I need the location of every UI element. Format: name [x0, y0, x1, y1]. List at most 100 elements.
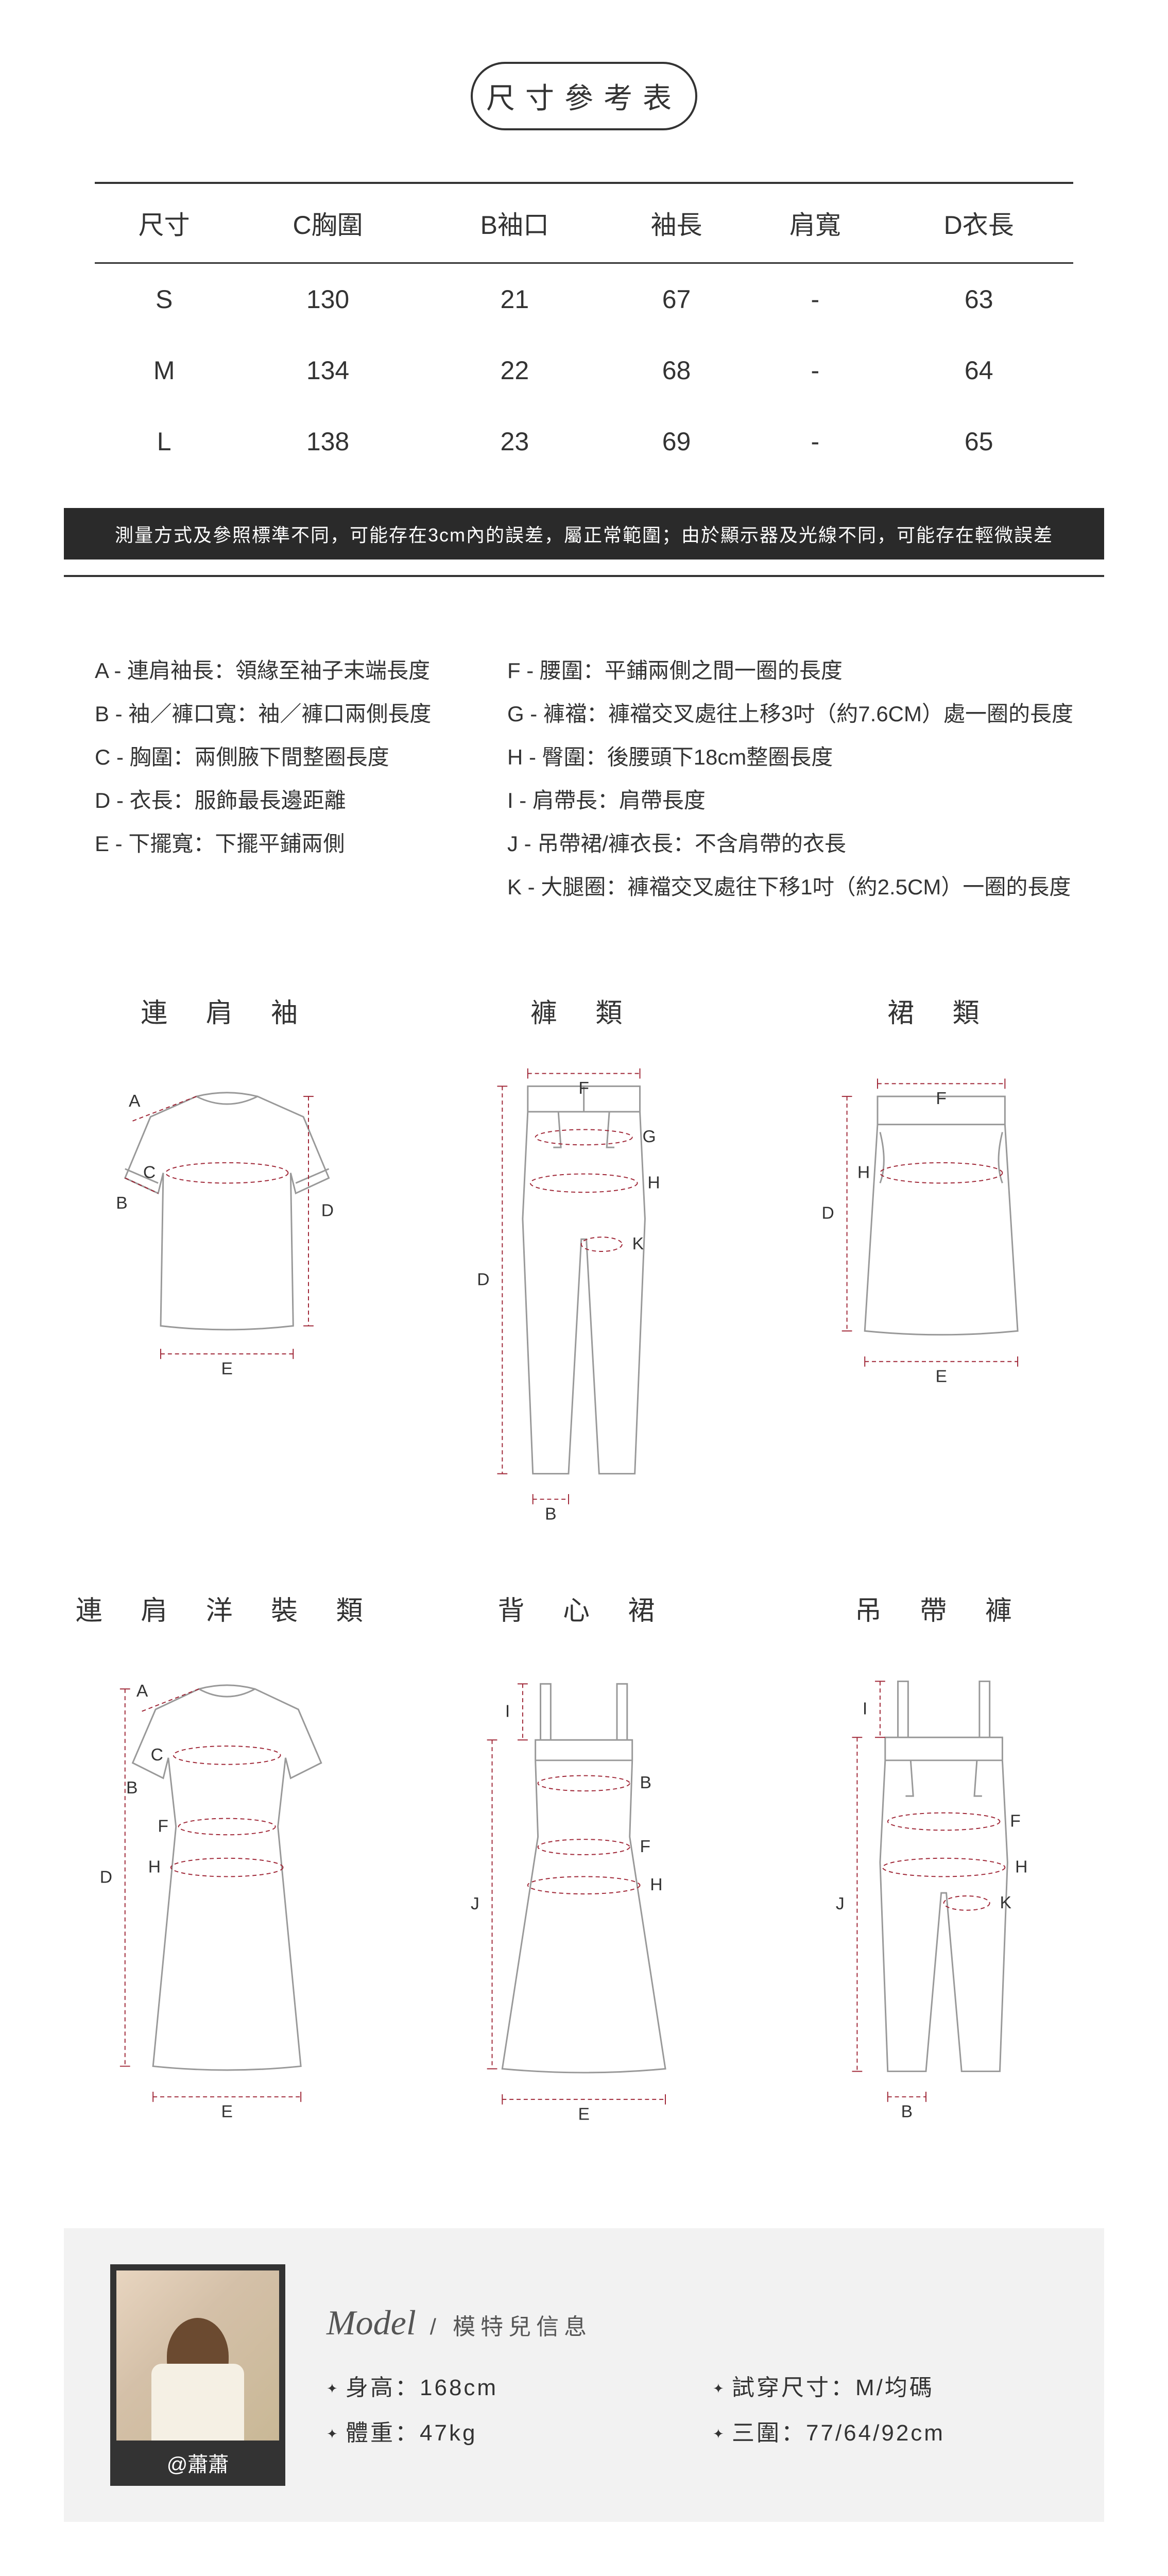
measurement-notice: 測量方式及參照標準不同，可能存在3cm內的誤差，屬正常範圍；由於顯示器及光線不同… — [64, 508, 1104, 560]
model-stat: 身高：168cm — [327, 2369, 672, 2402]
legend-item: E - 下擺寬：下擺平鋪兩側 — [95, 822, 456, 866]
table-cell: 64 — [884, 335, 1073, 406]
table-cell: 23 — [422, 406, 607, 477]
svg-text:F: F — [579, 1079, 590, 1098]
svg-text:F: F — [640, 1837, 651, 1856]
svg-text:D: D — [477, 1270, 490, 1289]
table-header: 肩寬 — [746, 183, 884, 263]
table-header: 袖長 — [607, 183, 746, 263]
table-cell: 138 — [233, 406, 422, 477]
table-cell: S — [95, 263, 233, 335]
svg-text:C: C — [143, 1163, 156, 1182]
diagram-title: 裙 類 — [778, 991, 1104, 1030]
model-handle: @蕭蕭 — [167, 2441, 229, 2480]
svg-text:F: F — [158, 1817, 168, 1836]
table-cell: 22 — [422, 335, 607, 406]
diagram-skirt: 裙 類 D E F H — [778, 991, 1104, 1527]
svg-text:H: H — [857, 1163, 869, 1182]
diagram-dress: 連 肩 洋 裝 類 D E C F H A B — [64, 1589, 390, 2125]
table-cell: 65 — [884, 406, 1073, 477]
svg-text:B: B — [116, 1194, 127, 1213]
svg-text:B: B — [901, 2103, 912, 2122]
table-row: S1302167-63 — [95, 263, 1073, 335]
model-subtitle: 模特兒信息 — [430, 2314, 592, 2340]
svg-text:B: B — [545, 1505, 556, 1524]
legend-item: F - 腰圍：平鋪兩側之間一圈的長度 — [507, 649, 1073, 692]
svg-text:J: J — [835, 1895, 844, 1914]
model-info-box: @蕭蕭 Model 模特兒信息 身高：168cm 試穿尺寸：M/均碼體重：47kg… — [64, 2228, 1104, 2522]
table-cell: - — [746, 406, 884, 477]
table-header: 尺寸 — [95, 183, 233, 263]
table-row: M1342268-64 — [95, 335, 1073, 406]
svg-text:F: F — [1010, 1812, 1021, 1831]
title-pill: 尺寸參考表 — [471, 62, 697, 130]
diagram-title: 連 肩 洋 裝 類 — [64, 1589, 390, 1628]
svg-text:G: G — [643, 1127, 656, 1146]
legend-item: B - 袖／褲口寬：袖／褲口兩側長度 — [95, 692, 456, 736]
svg-text:H: H — [648, 1173, 660, 1192]
table-cell: M — [95, 335, 233, 406]
legend-item: A - 連肩袖長：領緣至袖子末端長度 — [95, 649, 456, 692]
table-row: L1382369-65 — [95, 406, 1073, 477]
model-stat: 體重：47kg — [327, 2414, 672, 2447]
svg-text:D: D — [821, 1204, 834, 1223]
legend-item: D - 衣長：服飾最長邊距離 — [95, 779, 456, 822]
svg-text:E: E — [578, 2105, 590, 2123]
diagram-grid: 連 肩 袖 D E C A B 褲 類 D B F G H K 裙 類 D E … — [64, 991, 1104, 2125]
table-cell: L — [95, 406, 233, 477]
diagram-title: 褲 類 — [421, 991, 747, 1030]
svg-text:H: H — [650, 1876, 663, 1895]
model-stat: 試穿尺寸：M/均碼 — [713, 2369, 1058, 2402]
svg-text:E: E — [221, 2103, 232, 2122]
svg-text:D: D — [100, 1868, 112, 1887]
svg-text:H: H — [148, 1858, 161, 1877]
diagram-title: 連 肩 袖 — [64, 991, 390, 1030]
legend-item: J - 吊帶裙/褲衣長：不含肩帶的衣長 — [507, 822, 1073, 866]
table-cell: 63 — [884, 263, 1073, 335]
diagram-overalls: 吊 帶 褲 I J B F H K — [778, 1589, 1104, 2125]
table-cell: 69 — [607, 406, 746, 477]
table-header: B袖口 — [422, 183, 607, 263]
legend-item: K - 大腿圈：褲襠交叉處往下移1吋（約2.5CM）一圈的長度 — [507, 866, 1073, 909]
diagram-title: 背 心 裙 — [421, 1589, 747, 1628]
table-cell: - — [746, 263, 884, 335]
legend-item: I - 肩帶長：肩帶長度 — [507, 779, 1073, 822]
table-cell: 134 — [233, 335, 422, 406]
measurement-legend: A - 連肩袖長：領緣至袖子末端長度B - 袖／褲口寬：袖／褲口兩側長度C - … — [95, 649, 1073, 909]
svg-text:E: E — [221, 1359, 232, 1378]
svg-text:A: A — [136, 1682, 148, 1701]
size-table: 尺寸C胸圍B袖口袖長肩寬D衣長 S1302167-63M1342268-64L1… — [95, 182, 1073, 477]
diagram-title: 吊 帶 褲 — [778, 1589, 1104, 1628]
table-header: D衣長 — [884, 183, 1073, 263]
legend-item: G - 褲襠：褲襠交叉處往上移3吋（約7.6CM）處一圈的長度 — [507, 692, 1073, 736]
svg-text:B: B — [640, 1774, 651, 1793]
model-title: Model — [327, 2303, 416, 2342]
model-photo: @蕭蕭 — [110, 2264, 285, 2486]
table-cell: 21 — [422, 263, 607, 335]
svg-text:F: F — [936, 1089, 947, 1108]
diagram-tshirt: 連 肩 袖 D E C A B — [64, 991, 390, 1527]
svg-text:E: E — [935, 1367, 947, 1386]
model-stats: 身高：168cm 試穿尺寸：M/均碼體重：47kg 三圍：77/64/92cm — [327, 2369, 1058, 2447]
svg-text:I: I — [862, 1700, 867, 1719]
svg-text:H: H — [1015, 1858, 1027, 1877]
model-header: Model 模特兒信息 — [327, 2302, 1058, 2343]
diagram-slip: 背 心 裙 I J E B F H — [421, 1589, 747, 2125]
table-cell: 67 — [607, 263, 746, 335]
svg-text:D: D — [321, 1201, 334, 1221]
table-header: C胸圍 — [233, 183, 422, 263]
table-cell: 130 — [233, 263, 422, 335]
diagram-pants: 褲 類 D B F G H K — [421, 991, 747, 1527]
table-cell: 68 — [607, 335, 746, 406]
svg-text:J: J — [471, 1895, 479, 1914]
svg-text:A: A — [129, 1092, 141, 1111]
svg-text:K: K — [1000, 1893, 1011, 1912]
legend-item: H - 臀圍：後腰頭下18cm整圈長度 — [507, 736, 1073, 779]
table-cell: - — [746, 335, 884, 406]
legend-item: C - 胸圍：兩側腋下間整圈長度 — [95, 736, 456, 779]
model-stat: 三圍：77/64/92cm — [713, 2414, 1058, 2447]
svg-text:K: K — [632, 1234, 644, 1253]
divider — [64, 575, 1104, 577]
svg-text:C: C — [151, 1745, 163, 1765]
svg-text:B: B — [126, 1779, 138, 1798]
